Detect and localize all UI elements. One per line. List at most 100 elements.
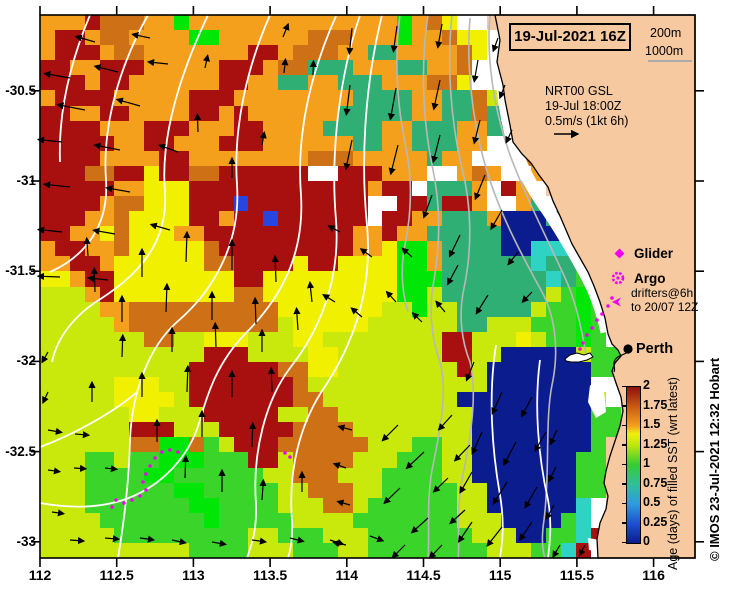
sst-age-cell	[203, 542, 220, 558]
sst-age-cell	[263, 452, 279, 469]
sst-age-cell	[307, 196, 324, 212]
sst-age-cell	[188, 60, 205, 76]
sst-age-cell	[188, 120, 205, 137]
sst-age-cell	[471, 542, 488, 558]
sst-age-cell	[516, 316, 532, 333]
sst-age-cell	[561, 512, 577, 529]
sst-age-cell	[307, 361, 324, 378]
sst-age-cell	[352, 542, 369, 558]
sst-age-cell	[173, 180, 190, 197]
sst-age-cell	[427, 527, 443, 544]
sst-age-cell	[337, 256, 354, 272]
sst-age-cell	[367, 377, 383, 393]
sst-age-cell	[307, 90, 324, 107]
sst-age-cell	[40, 150, 56, 167]
sst-age-cell	[322, 120, 339, 137]
sst-age-cell	[427, 15, 443, 31]
sst-age-cell	[471, 271, 488, 288]
current-vector-arrow	[545, 504, 555, 521]
sst-age-cell	[322, 512, 339, 529]
sst-age-cell	[412, 316, 428, 333]
sst-age-cell	[188, 241, 205, 257]
sst-age-cell	[575, 361, 592, 378]
sst-age-cell	[40, 15, 56, 31]
sst-age-cell	[486, 196, 503, 212]
gray-contour	[396, 14, 412, 313]
sst-age-cell	[531, 392, 547, 408]
sst-age-cell	[99, 331, 116, 348]
sst-age-cell	[99, 316, 116, 333]
sst-age-cell	[144, 180, 160, 197]
sst-age-cell	[293, 407, 309, 423]
sst-age-cell	[218, 422, 235, 438]
sst-age-cell	[114, 180, 130, 197]
sst-age-cell	[248, 361, 264, 378]
current-vector-arrow	[534, 431, 547, 453]
sst-age-cell	[278, 497, 294, 514]
sst-age-cell	[278, 196, 294, 212]
sst-age-cell	[412, 482, 428, 499]
sst-age-cell	[441, 196, 458, 212]
current-vector-arrow	[343, 84, 351, 116]
sst-age-cell	[218, 165, 235, 182]
sst-age-cell	[54, 377, 71, 393]
sst-age-cell	[99, 542, 116, 558]
sst-age-cell	[278, 361, 294, 378]
sst-age-cell	[412, 15, 428, 31]
sst-age-cell	[40, 407, 56, 423]
current-vector-arrow	[552, 544, 561, 559]
current-vector-arrow	[465, 361, 475, 382]
sst-age-cell	[188, 316, 205, 333]
sst-age-cell	[99, 226, 116, 242]
sst-age-cell	[427, 497, 443, 514]
sst-age-cell	[129, 256, 145, 272]
sst-age-cell	[233, 527, 249, 544]
sst-age-cell	[307, 301, 324, 318]
sst-age-cell	[203, 60, 220, 76]
sst-age-cell	[590, 452, 607, 469]
sst-age-cell	[114, 196, 130, 212]
current-vector-arrow	[43, 70, 71, 79]
colorbar-tick-label: 1.5	[643, 417, 661, 431]
sst-age-cell	[412, 497, 428, 514]
sst-age-cell	[233, 286, 249, 303]
sst-age-cell	[188, 90, 205, 107]
sst-age-cell	[69, 392, 86, 408]
current-vector-arrow	[327, 225, 341, 233]
sst-age-cell	[293, 392, 309, 408]
sst-age-cell	[248, 135, 264, 152]
sst-age-cell	[159, 241, 175, 257]
sst-age-cell	[322, 301, 339, 318]
drifter-position	[610, 296, 614, 300]
sst-age-cell	[248, 346, 264, 363]
sst-age-cell	[40, 497, 56, 514]
x-tick-label: 115.5	[559, 567, 594, 583]
drifter-position	[578, 347, 582, 351]
sst-age-cell	[397, 60, 413, 76]
sst-age-cell	[501, 196, 517, 212]
sst-age-cell	[84, 90, 101, 107]
current-vector-arrow	[171, 538, 187, 546]
sst-age-cell	[129, 497, 145, 514]
sst-age-cell	[352, 75, 369, 91]
sst-age-cell	[486, 180, 503, 197]
sst-age-cell	[352, 361, 369, 378]
sst-age-cell	[203, 180, 220, 197]
rottnest-island	[564, 351, 629, 373]
sst-age-cell	[337, 482, 354, 499]
sst-age-cell	[144, 75, 160, 91]
current-vector-arrow	[503, 441, 517, 467]
sst-age-cell	[322, 392, 339, 408]
sst-age-cell	[54, 542, 71, 558]
sst-age-cell	[307, 377, 324, 393]
sst-age-cell	[233, 407, 249, 423]
sst-age-cell	[352, 437, 369, 453]
sst-age-cell	[188, 15, 205, 31]
colorbar-tick-label: 1	[643, 456, 650, 470]
sst-age-cell	[516, 211, 532, 227]
sst-age-cell	[203, 196, 220, 212]
sst-age-cell	[352, 392, 369, 408]
sst-age-cell	[54, 15, 71, 31]
y-tick-label: -30.5	[5, 82, 36, 98]
sst-age-cell	[218, 271, 235, 288]
